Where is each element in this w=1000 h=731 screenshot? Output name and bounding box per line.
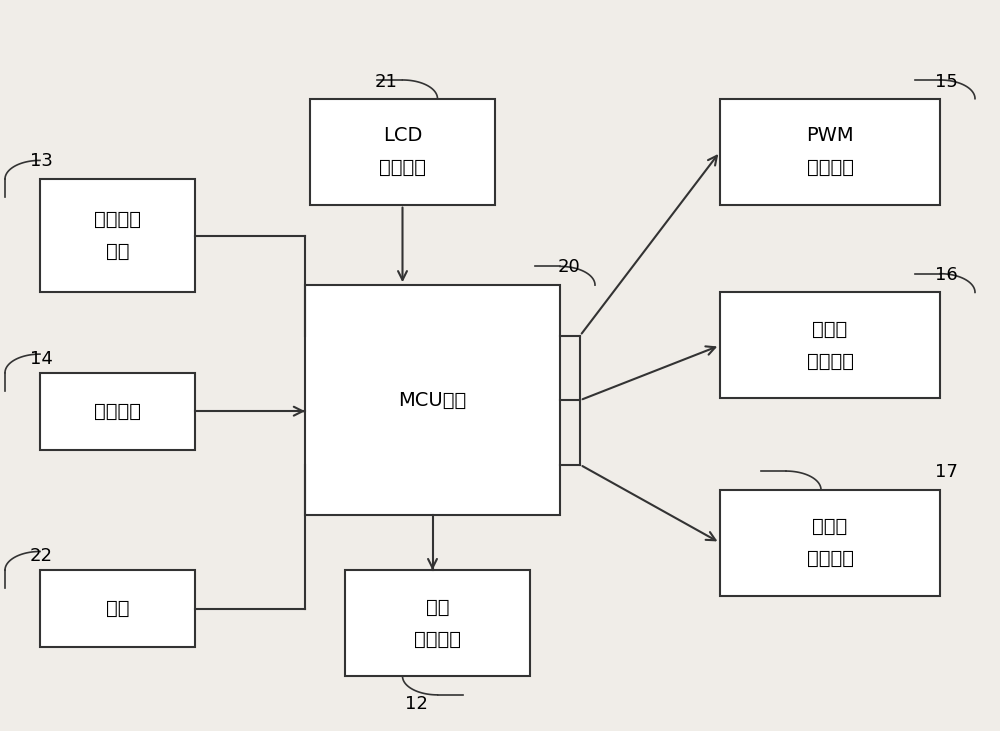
Text: 驱动单元: 驱动单元 [806, 550, 854, 568]
Text: 模块: 模块 [106, 243, 129, 261]
Text: 电磁铁: 电磁铁 [812, 518, 848, 536]
FancyBboxPatch shape [40, 570, 195, 647]
FancyBboxPatch shape [720, 292, 940, 398]
FancyBboxPatch shape [40, 179, 195, 292]
Text: 22: 22 [30, 547, 53, 565]
Text: 12: 12 [405, 694, 428, 713]
Text: 13: 13 [30, 151, 53, 170]
Text: 14: 14 [30, 349, 53, 368]
Text: 15: 15 [935, 73, 958, 91]
Text: 驱动单元: 驱动单元 [806, 352, 854, 371]
Text: 16: 16 [935, 265, 958, 284]
Text: 真空泵: 真空泵 [812, 320, 848, 338]
Text: PWM: PWM [806, 126, 854, 145]
Text: 控制单元: 控制单元 [806, 159, 854, 177]
FancyBboxPatch shape [305, 285, 560, 515]
Text: 测温模块: 测温模块 [94, 402, 141, 420]
Text: 显示单元: 显示单元 [379, 159, 426, 177]
Text: 17: 17 [935, 463, 958, 481]
FancyBboxPatch shape [310, 99, 495, 205]
Text: 键盘: 键盘 [106, 599, 129, 618]
Text: 压力检测: 压力检测 [94, 211, 141, 229]
FancyBboxPatch shape [720, 490, 940, 596]
Text: 21: 21 [375, 73, 398, 91]
FancyBboxPatch shape [40, 373, 195, 450]
Text: MCU单元: MCU单元 [398, 391, 467, 409]
Text: LCD: LCD [383, 126, 422, 145]
Text: 水泵: 水泵 [426, 598, 449, 616]
FancyBboxPatch shape [720, 99, 940, 205]
Text: 驱动单元: 驱动单元 [414, 630, 461, 648]
FancyBboxPatch shape [345, 570, 530, 676]
Text: 20: 20 [558, 258, 581, 276]
